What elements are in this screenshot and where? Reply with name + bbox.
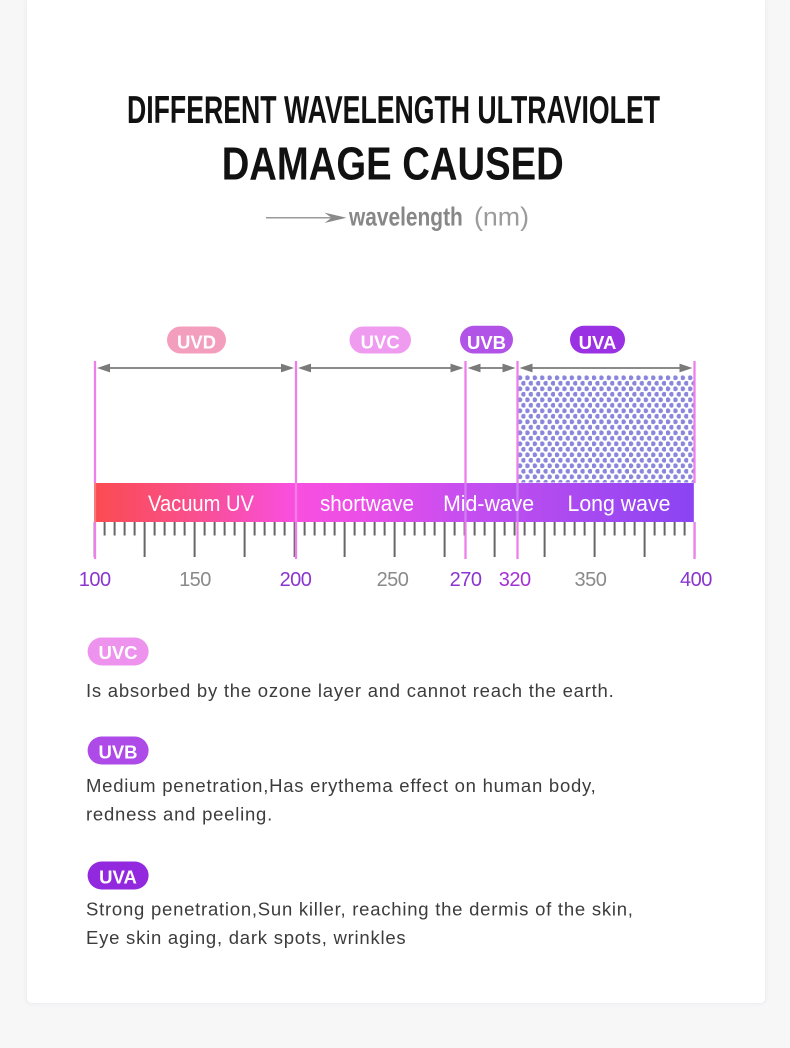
svg-text:270: 270 bbox=[450, 569, 482, 591]
svg-text:Vacuum UV: Vacuum UV bbox=[148, 491, 254, 516]
svg-text:UVC: UVC bbox=[98, 642, 137, 663]
svg-text:UVC: UVC bbox=[361, 331, 400, 352]
svg-text:400: 400 bbox=[680, 569, 712, 591]
svg-text:wavelength: wavelength bbox=[348, 202, 463, 232]
svg-text:Is absorbed by the ozone layer: Is absorbed by the ozone layer and canno… bbox=[86, 680, 615, 701]
svg-text:Mid-wave: Mid-wave bbox=[443, 491, 534, 516]
svg-text:Long wave: Long wave bbox=[568, 491, 671, 516]
svg-text:UVB: UVB bbox=[467, 332, 506, 353]
svg-text:Eye skin aging, dark spots, wr: Eye skin aging, dark spots, wrinkles bbox=[86, 927, 406, 948]
svg-text:UVA: UVA bbox=[99, 867, 137, 888]
svg-text:redness and peeling.: redness and peeling. bbox=[86, 804, 273, 825]
svg-text:UVA: UVA bbox=[579, 332, 617, 353]
svg-text:DAMAGE CAUSED: DAMAGE CAUSED bbox=[222, 138, 564, 190]
svg-text:350: 350 bbox=[574, 569, 606, 591]
svg-text:(nm): (nm) bbox=[474, 202, 529, 232]
svg-text:shortwave: shortwave bbox=[320, 491, 414, 516]
svg-text:UVD: UVD bbox=[177, 331, 216, 352]
svg-text:UVB: UVB bbox=[98, 742, 137, 763]
svg-text:DIFFERENT WAVELENGTH ULTRAVIOL: DIFFERENT WAVELENGTH ULTRAVIOLET bbox=[127, 89, 660, 132]
svg-text:Strong penetration,Sun killer,: Strong penetration,Sun killer, reaching … bbox=[86, 899, 634, 920]
svg-text:Medium penetration,Has erythem: Medium penetration,Has erythema effect o… bbox=[86, 775, 597, 796]
svg-text:100: 100 bbox=[79, 569, 111, 591]
svg-text:200: 200 bbox=[280, 569, 312, 591]
svg-text:320: 320 bbox=[499, 569, 531, 591]
svg-text:250: 250 bbox=[377, 569, 409, 591]
svg-text:150: 150 bbox=[179, 569, 211, 591]
